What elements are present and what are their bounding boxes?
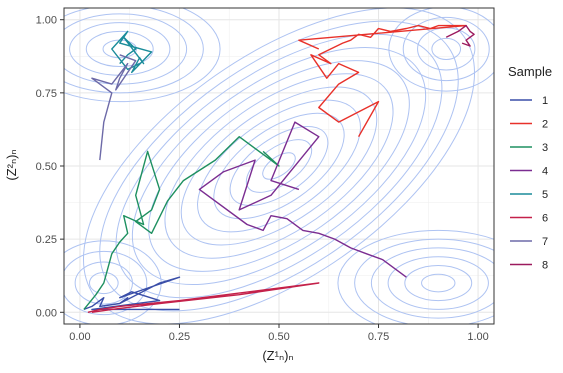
legend-label-8: 8 <box>542 260 548 272</box>
legend-label-2: 2 <box>542 119 548 131</box>
legend-label-7: 7 <box>542 236 548 248</box>
legend-label-4: 4 <box>542 166 548 178</box>
y-tick-label: 1.00 <box>36 15 57 27</box>
legend-title: Sample <box>508 64 552 79</box>
y-tick-label: 0.50 <box>36 161 57 173</box>
legend-label-3: 3 <box>542 142 548 154</box>
y-tick-label: 0.25 <box>36 234 57 246</box>
legend: Sample 1 2 3 4 5 6 7 8 <box>508 64 552 272</box>
y-tick-label: 0.00 <box>36 307 57 319</box>
y-axis-label: (Z²ₙ)ₙ <box>4 149 19 180</box>
legend-label-5: 5 <box>542 189 548 201</box>
x-tick-label: 1.00 <box>467 331 488 343</box>
plot-area <box>19 0 538 368</box>
x-tick-label: 0.75 <box>368 331 389 343</box>
x-axis-label: (Z¹ₙ)ₙ <box>262 348 293 363</box>
x-tick-label: 0.50 <box>268 331 289 343</box>
legend-label-6: 6 <box>542 213 548 225</box>
legend-label-1: 1 <box>542 95 548 107</box>
y-tick-label: 0.75 <box>36 88 57 100</box>
x-tick-label: 0.00 <box>69 331 90 343</box>
x-tick-label: 0.25 <box>169 331 190 343</box>
